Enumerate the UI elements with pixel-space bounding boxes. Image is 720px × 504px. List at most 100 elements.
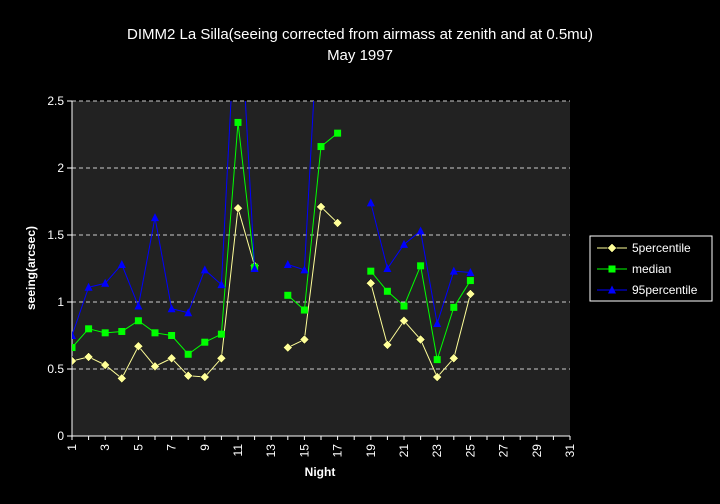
legend-marker bbox=[607, 243, 617, 253]
y-tick-label: 0 bbox=[57, 429, 64, 443]
data-point-95percentile bbox=[300, 265, 309, 274]
data-point-median bbox=[134, 317, 142, 325]
data-point-5percentile bbox=[316, 202, 326, 212]
y-tick-label: 1 bbox=[57, 295, 64, 309]
plot-area bbox=[72, 101, 570, 436]
data-point-5percentile bbox=[382, 340, 393, 350]
data-point-5percentile bbox=[365, 278, 376, 289]
data-point-95percentile bbox=[167, 304, 176, 313]
data-point-95percentile bbox=[366, 198, 375, 207]
data-point-median bbox=[433, 356, 441, 364]
legend-item-5percentile: 5percentile bbox=[597, 241, 691, 255]
series-line-95percentile bbox=[72, 101, 256, 336]
data-point-median bbox=[383, 287, 391, 295]
data-point-95percentile bbox=[283, 259, 292, 268]
legend-label: 5percentile bbox=[632, 241, 691, 255]
data-point-5percentile bbox=[100, 360, 111, 370]
series-median bbox=[72, 118, 474, 364]
data-point-5percentile bbox=[332, 218, 343, 228]
data-point-95percentile bbox=[433, 318, 442, 327]
y-tick-label: 0.5 bbox=[47, 362, 64, 376]
x-tick-label: 25 bbox=[463, 444, 477, 458]
x-tick-labels: 1 3 5 7 9 11 13 15 17 19 21 23 25 27 29 31 bbox=[65, 436, 577, 457]
data-point-5percentile bbox=[83, 352, 94, 362]
chart-subtitle: May 1997 bbox=[327, 47, 393, 64]
x-tick-label: 27 bbox=[497, 444, 511, 458]
legend-item-median: median bbox=[597, 262, 671, 276]
x-tick-label: 1 bbox=[65, 444, 79, 451]
data-point-95percentile bbox=[217, 280, 226, 289]
data-point-5percentile bbox=[216, 353, 227, 364]
data-point-5percentile bbox=[233, 203, 243, 214]
data-point-95percentile bbox=[400, 239, 408, 248]
data-point-5percentile bbox=[282, 342, 293, 353]
x-tick-label: 5 bbox=[131, 444, 145, 451]
x-tick-label: 9 bbox=[198, 444, 212, 451]
data-point-95percentile bbox=[383, 264, 392, 272]
data-point-median bbox=[72, 344, 76, 352]
x-tick-label: 7 bbox=[165, 444, 179, 451]
data-point-5percentile bbox=[150, 361, 160, 372]
data-point-5percentile bbox=[399, 315, 409, 326]
data-point-median bbox=[184, 350, 192, 358]
data-point-median bbox=[217, 330, 225, 338]
x-tick-label: 31 bbox=[563, 444, 577, 458]
data-point-5percentile bbox=[116, 373, 127, 384]
data-point-median bbox=[466, 277, 474, 285]
data-point-median bbox=[168, 332, 176, 339]
gridlines bbox=[72, 100, 570, 370]
data-point-median bbox=[300, 306, 308, 314]
data-point-5percentile bbox=[72, 356, 77, 366]
series-5percentile bbox=[72, 202, 476, 384]
data-point-5percentile bbox=[432, 372, 443, 382]
series-95percentile bbox=[72, 101, 475, 339]
data-point-median bbox=[151, 329, 159, 337]
legend: 5percentile median 95percentile bbox=[589, 235, 713, 302]
data-point-5percentile bbox=[448, 353, 459, 364]
x-tick-label: 17 bbox=[331, 444, 345, 458]
data-point-median bbox=[118, 327, 126, 335]
data-point-median bbox=[85, 325, 93, 333]
data-point-5percentile bbox=[465, 289, 476, 299]
data-point-5percentile bbox=[183, 370, 194, 381]
y-tick-label: 2.5 bbox=[47, 94, 64, 108]
data-point-5percentile bbox=[166, 353, 177, 364]
x-tick-label: 23 bbox=[430, 444, 444, 458]
data-point-median bbox=[400, 302, 408, 310]
x-tick-label: 15 bbox=[297, 444, 311, 458]
data-point-95percentile bbox=[151, 213, 159, 222]
data-point-median bbox=[367, 267, 375, 275]
y-tick-labels: 0 0.5 1 1.5 2 2.5 bbox=[47, 94, 72, 443]
data-point-5percentile bbox=[199, 372, 210, 382]
data-point-5percentile bbox=[299, 334, 310, 345]
x-tick-label: 13 bbox=[264, 444, 278, 458]
x-axis-label: Night bbox=[305, 465, 336, 479]
data-point-median bbox=[284, 291, 292, 299]
x-tick-label: 29 bbox=[530, 444, 544, 458]
x-tick-label: 11 bbox=[231, 444, 245, 457]
y-tick-label: 1.5 bbox=[47, 228, 64, 242]
data-point-95percentile bbox=[134, 301, 143, 310]
x-tick-label: 3 bbox=[98, 444, 112, 451]
data-point-95percentile bbox=[416, 226, 425, 235]
legend-label: median bbox=[632, 262, 671, 276]
series-group bbox=[72, 101, 476, 384]
x-tick-label: 21 bbox=[397, 444, 411, 458]
series-line-5percentile bbox=[287, 205, 338, 349]
data-point-median bbox=[101, 329, 109, 337]
y-tick-label: 2 bbox=[57, 161, 64, 175]
legend-marker bbox=[608, 265, 616, 273]
data-point-95percentile bbox=[101, 278, 110, 287]
data-point-95percentile bbox=[200, 265, 209, 274]
data-point-5percentile bbox=[133, 341, 144, 352]
x-tick-label: 19 bbox=[364, 444, 378, 458]
data-point-median bbox=[417, 262, 425, 270]
data-point-95percentile bbox=[117, 259, 126, 268]
data-point-95percentile bbox=[184, 308, 193, 317]
data-point-95percentile bbox=[250, 264, 259, 272]
data-point-95percentile bbox=[466, 268, 475, 277]
data-point-median bbox=[317, 143, 325, 151]
data-point-5percentile bbox=[415, 334, 426, 345]
data-point-95percentile bbox=[84, 282, 93, 291]
